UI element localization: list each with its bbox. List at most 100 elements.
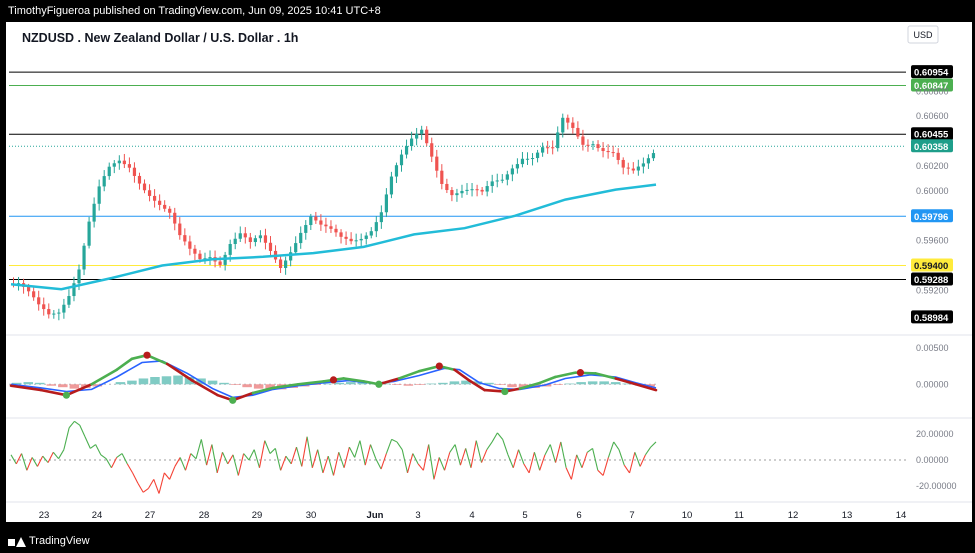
candle-body [616,152,620,160]
oscillator-line-segment [375,458,382,470]
candle-body [57,312,61,314]
tradingview-logo-icon [8,536,26,547]
axes-layer: 0.60800 0.60600 0.60200 0.60000 0.59600 0.592… [39,86,957,521]
candle-body [82,245,86,270]
candle-body [490,181,494,187]
candle-body [32,291,36,298]
candle-body [339,232,343,237]
oscillator-line-segment [491,432,498,443]
macd-cross-marker [62,391,71,399]
price-level-badge [911,258,953,272]
candle-body [294,243,298,253]
x-axis-label: 14 [896,510,907,521]
candle-body [168,208,172,213]
oscillator-line-segment [512,449,520,468]
candle-body [117,160,121,164]
oscillator-line-segment [142,487,149,493]
x-axis-label: 3 [415,510,420,521]
oscillator-line-segment [253,449,261,468]
candle-body [42,304,46,310]
candle-body [571,122,575,128]
oscillator-line-segment [433,457,440,480]
candle-body [203,258,207,260]
oscillator-line-segment [248,449,255,461]
oscillator-line-segment [269,447,276,454]
chart-title: NZDUSD . New Zealand Dollar / U.S. Dolla… [22,31,298,45]
oscillator-line-segment [317,449,324,474]
oscillator-line-segment [523,463,530,474]
candle-body [334,228,338,233]
oscillator-line-segment [52,451,60,460]
macd-cross-marker [576,369,585,377]
oscillator-line-segment [528,452,535,474]
oscillator-line-segment [74,420,81,426]
oscillator-line-segment [533,452,541,471]
oscillator-line-segment [443,452,451,471]
macd-line-segment [453,368,471,382]
candle-body [193,248,197,254]
candle-body [67,296,71,305]
candle-body [626,167,630,169]
oscillator-line-segment [470,440,477,468]
oscillator-line-segment [100,454,107,460]
price-tick-label: 0.60600 [916,111,949,121]
candle-body [102,176,106,187]
oscillator-line-segment [417,463,424,471]
candle-body [389,176,394,195]
macd-line-segment [251,386,275,395]
candle-body [112,163,116,167]
price-level-badge [911,65,953,79]
oscillator-line-segment [496,432,504,440]
candle-body [72,283,76,297]
macd-signal-line [10,360,657,399]
oscillator-line-segment [338,452,345,468]
oscillator-line-segment [26,457,33,471]
candle-body [546,147,550,149]
oscillator-line-segment [364,444,372,466]
candle-body [525,158,530,160]
currency-selector[interactable]: USD [907,25,939,44]
oscillator-line-segment [380,453,387,470]
oscillator-line-segment [428,444,435,480]
candle-body [198,253,202,260]
candle-body [480,189,484,192]
macd-line-segment [65,382,93,397]
oscillator-line-segment [354,440,361,458]
oscillator-line-segment [21,453,28,471]
oscillator-line-segment [618,449,625,466]
oscillator-line-segment [412,453,419,465]
candle-body [420,129,424,134]
candle-body [495,180,499,182]
candle-body [218,261,222,265]
candle-body [319,220,323,225]
price-level-badge [911,209,953,223]
oscillator-line-segment [169,466,176,480]
candle-body [137,175,142,184]
moving-average-line [10,183,657,291]
oscillator-line-segment [634,452,641,467]
oscillator-line-segment [401,449,409,474]
candle-body [178,223,182,236]
oscillator-line-segment [639,454,646,467]
chart-panel[interactable]: NZDUSD . New Zealand Dollar / U.S. Dolla… [6,22,972,522]
candle-body [142,183,147,191]
macd-line-segment [614,377,638,386]
macd-cross-marker [329,376,338,384]
oscillator-line-segment [507,454,514,468]
oscillator-line-segment [597,469,604,476]
candle-body [470,189,474,191]
candle-body [47,309,51,315]
oscillator-line-segment [502,439,509,456]
candle-body [450,190,454,196]
price-level-label: 0.60847 [914,81,948,92]
oscillator-line-segment [290,446,298,465]
oscillator-line-segment [206,444,213,466]
oscillator-line-segment [195,439,202,459]
oscillator-line-segment [116,453,123,458]
chart-svg[interactable]: NZDUSD . New Zealand Dollar / U.S. Dolla… [6,22,972,522]
macd-pane [9,351,658,404]
oscillator-line-segment [544,444,551,456]
macd-line-segment [115,357,134,372]
candle-body [284,260,288,268]
oscillator-line-segment [327,455,335,476]
